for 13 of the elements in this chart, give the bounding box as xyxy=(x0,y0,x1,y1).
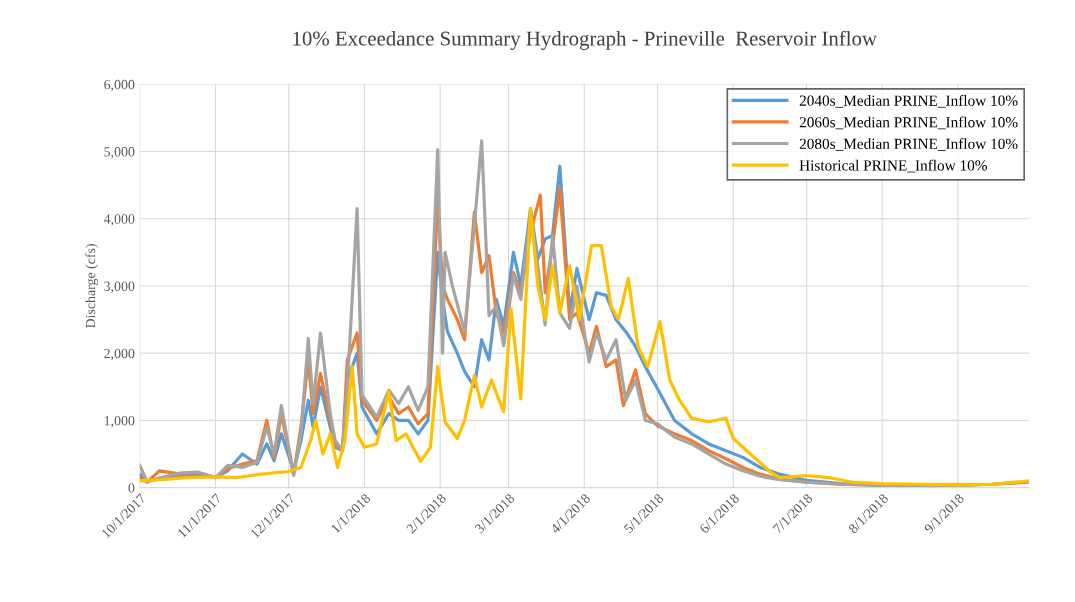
y-axis-title: Discharge (cfs) xyxy=(85,244,99,329)
legend-label: 2040s_Median PRINE_Inflow 10% xyxy=(799,94,1018,108)
y-tick-label: 4,000 xyxy=(103,214,135,226)
chart-title: 10% Exceedance Summary Hydrograph - Prineville Reservoir Inflow xyxy=(293,30,877,50)
legend-label: 2080s_Median PRINE_Inflow 10% xyxy=(799,138,1018,151)
y-tick-label: 0 xyxy=(128,483,135,493)
y-tick-label: 3,000 xyxy=(104,281,135,293)
legend-label: 2060s_Median PRINE_Inflow 10% xyxy=(799,116,1018,130)
y-tick-label: 5,000 xyxy=(104,147,135,159)
legend-label: Historical PRINE_Inflow 10% xyxy=(799,159,987,173)
y-tick-label: 2,000 xyxy=(104,348,135,361)
y-tick-label: 6,000 xyxy=(104,79,135,92)
y-tick-label: 1,000 xyxy=(104,415,135,428)
